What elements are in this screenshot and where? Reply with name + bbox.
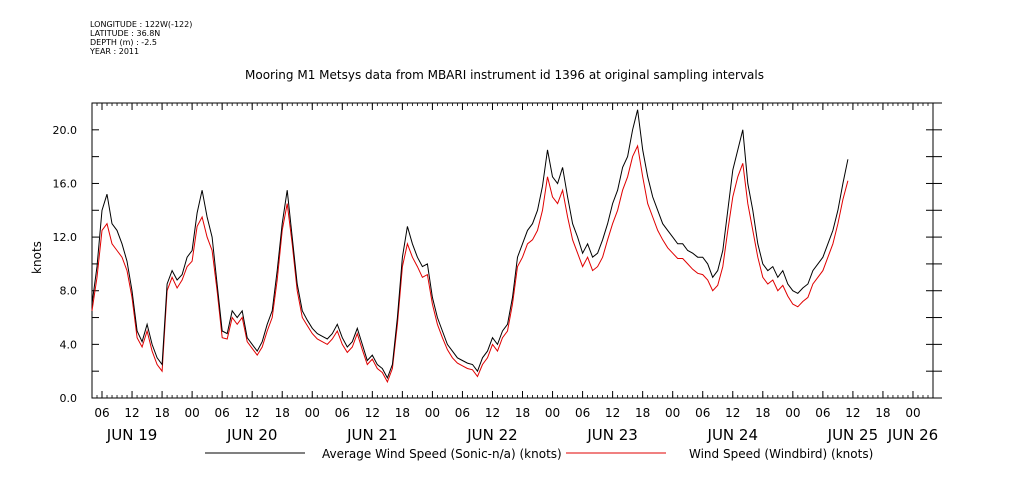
y-tick-label: 0.0 (60, 392, 78, 405)
x-tick-label: 12 (845, 406, 860, 420)
x-tick-label: 18 (395, 406, 410, 420)
x-tick-label: 12 (365, 406, 380, 420)
x-tick-label: 00 (425, 406, 440, 420)
x-tick-label: 06 (215, 406, 230, 420)
series-line-sonic (91, 109, 849, 380)
x-tick-label: 18 (515, 406, 530, 420)
y-tick-label: 4.0 (60, 338, 78, 351)
x-tick-label: 18 (875, 406, 890, 420)
x-tick-label: 12 (124, 406, 139, 420)
x-tick-label: 00 (785, 406, 800, 420)
x-tick-label: 06 (815, 406, 830, 420)
y-tick-label: 20.0 (53, 124, 78, 137)
day-label: JUN 24 (707, 426, 758, 444)
year-label: YEAR : 2011 (90, 47, 140, 56)
x-tick-label: 12 (725, 406, 740, 420)
x-tick-label: 18 (275, 406, 290, 420)
day-label: JUN 26 (887, 426, 938, 444)
x-tick-label: 18 (755, 406, 770, 420)
series-line-windbird (91, 144, 849, 384)
chart-title: Mooring M1 Metsys data from MBARI instru… (245, 68, 764, 82)
x-tick-label: 12 (605, 406, 620, 420)
x-tick-label: 12 (485, 406, 500, 420)
day-label: JUN 19 (106, 426, 157, 444)
x-tick-label: 12 (245, 406, 260, 420)
x-tick-label: 18 (635, 406, 650, 420)
y-tick-label: 16.0 (53, 177, 78, 190)
day-label: JUN 22 (466, 426, 517, 444)
latitude-label: LATITUDE : 36.8N (90, 29, 161, 38)
x-tick-label: 00 (305, 406, 320, 420)
y-axis-label: knots (30, 241, 44, 274)
day-label: JUN 20 (226, 426, 277, 444)
day-label: JUN 23 (586, 426, 637, 444)
longitude-label: LONGITUDE : 122W(-122) (90, 20, 193, 29)
y-tick-label: 8.0 (60, 285, 78, 298)
x-tick-label: 06 (335, 406, 350, 420)
day-label: JUN 21 (346, 426, 397, 444)
legend-label-sonic: Average Wind Speed (Sonic-n/a) (knots) (322, 447, 562, 461)
x-tick-label: 00 (184, 406, 199, 420)
x-tick-label: 00 (665, 406, 680, 420)
y-tick-label: 12.0 (53, 231, 78, 244)
day-label: JUN 25 (827, 426, 878, 444)
x-tick-label: 18 (154, 406, 169, 420)
x-tick-label: 06 (455, 406, 470, 420)
x-tick-label: 00 (905, 406, 920, 420)
x-tick-label: 06 (94, 406, 109, 420)
station-metadata: LONGITUDE : 122W(-122) LATITUDE : 36.8N … (90, 20, 192, 56)
x-tick-label: 06 (575, 406, 590, 420)
depth-label: DEPTH (m) : -2.5 (90, 38, 157, 47)
legend-label-windbird: Wind Speed (Windbird) (knots) (689, 447, 873, 461)
x-tick-label: 06 (695, 406, 710, 420)
plot-frame (91, 102, 934, 399)
x-tick-label: 00 (545, 406, 560, 420)
